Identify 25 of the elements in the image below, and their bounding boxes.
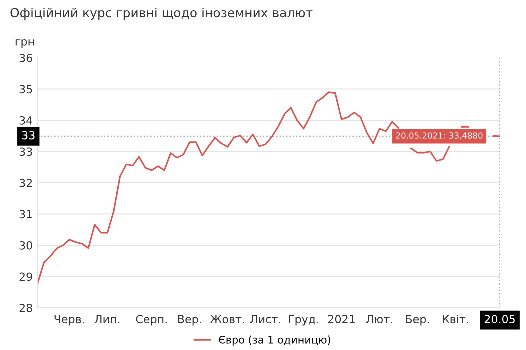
y-axis-title: грн [16, 39, 34, 48]
x-tick-label: Бер. [406, 315, 430, 326]
y-tick-label: 30 [20, 241, 32, 250]
annotation: 20.05.2021: 33,4880 [396, 132, 483, 140]
x-tick-label: Груд. [289, 315, 318, 326]
y-tick-label: 29 [20, 272, 32, 282]
y-tick-label: 34 [20, 116, 33, 125]
x-tick-label: Серп. [136, 315, 167, 326]
y-tick-label: 32 [20, 178, 32, 188]
x-tick-label: 2021 [328, 315, 355, 324]
x-tick-label: Квіт. [443, 314, 468, 324]
x-tick-label: Вер. [178, 315, 202, 326]
y-tick-label: 35 [20, 85, 32, 94]
x-tick-label: 20.05 [484, 315, 515, 324]
x-tick-label: Черв. [54, 315, 84, 326]
x-tick-label: Лист. [250, 315, 280, 324]
y-tick-label: 33 [20, 148, 32, 156]
x-tick-label: Лют. [366, 315, 392, 324]
chart-title: Офіційний курс гривні щодо іноземних валют [10, 8, 313, 20]
y-tick-label: 28 [20, 304, 32, 312]
x-tick-label: Лип. [94, 315, 120, 324]
y-tick-label: 36 [20, 54, 32, 62]
x-tick-label: Жовт. [210, 315, 244, 324]
y-tick-label: 31 [20, 210, 32, 219]
legend-label: Євро (за 1 одиницю) [219, 336, 330, 346]
